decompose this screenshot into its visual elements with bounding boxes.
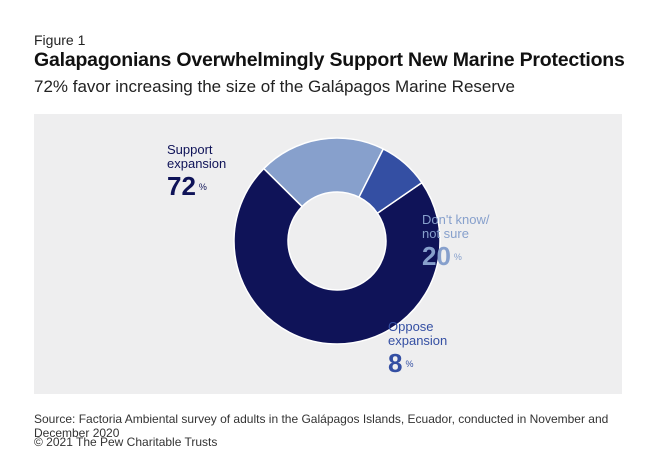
label-support: Support expansion 72% [167, 142, 227, 200]
value-oppose-unit: % [405, 359, 414, 369]
label-dont-know-line1: Don't know/ [422, 212, 490, 227]
value-dont-know: 20% [422, 243, 490, 269]
label-support-line2: expansion [167, 156, 227, 171]
value-support-number: 72 [167, 171, 196, 201]
chart-subtitle: 72% favor increasing the size of the Gal… [34, 77, 515, 96]
value-support: 72% [167, 173, 226, 199]
slice-support [233, 167, 441, 345]
copyright-note: © 2021 The Pew Charitable Trusts [34, 435, 218, 449]
label-dont-know-line2: not sure [422, 226, 469, 241]
source-note: Source: Factoria Ambiental survey of adu… [34, 412, 609, 440]
label-dont-know: Don't know/ not sure 20% [422, 212, 490, 270]
label-oppose: Oppose expansion 8% [388, 319, 448, 377]
value-support-unit: % [198, 182, 207, 192]
chart-panel: Support expansion 72% Don't know/ not su… [34, 114, 622, 394]
value-oppose-number: 8 [388, 348, 403, 378]
value-dont-know-unit: % [453, 252, 462, 262]
slice-dont-know [262, 137, 385, 208]
value-oppose: 8% [388, 350, 447, 376]
chart-title: Galapagonians Overwhelmingly Support New… [34, 49, 625, 71]
label-oppose-line1: Oppose [388, 319, 434, 334]
label-oppose-line2: expansion [388, 333, 448, 348]
value-dont-know-number: 20 [422, 241, 451, 271]
slice-oppose [358, 147, 423, 215]
donut-chart [233, 137, 441, 345]
label-support-line1: Support [167, 142, 213, 157]
figure-label: Figure 1 [34, 32, 86, 48]
